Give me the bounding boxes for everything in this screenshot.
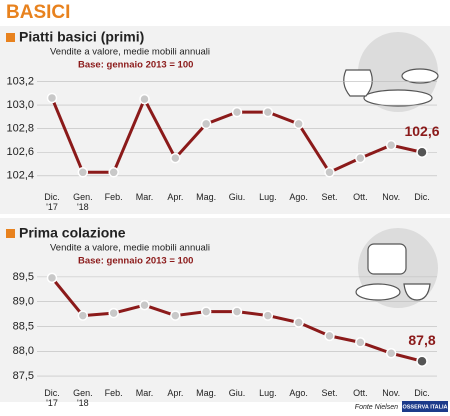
x-tick-label: Lug. <box>259 388 277 398</box>
marker <box>385 348 397 359</box>
logo-box <box>402 401 448 412</box>
x-tick-label: Nov. <box>382 388 401 398</box>
x-tick-label: Ago. <box>289 388 308 398</box>
marker <box>231 106 243 118</box>
marker <box>200 118 212 130</box>
marker <box>170 152 181 164</box>
y-tick-label: 103,0 <box>6 99 34 111</box>
y-tick-label: 87,5 <box>13 370 34 382</box>
chart-subtitle: Vendite a valore, medie mobili annuali <box>50 243 210 254</box>
x-tick-label: Gen. '18 <box>73 388 93 408</box>
y-tick-label: 102,6 <box>6 146 34 158</box>
marker <box>293 118 304 130</box>
marker <box>355 337 366 348</box>
marker <box>293 317 304 328</box>
x-tick-label: Ott. <box>353 192 368 202</box>
y-tick-label: 89,5 <box>13 271 34 283</box>
marker <box>231 306 243 317</box>
y-tick-label: 88,0 <box>13 345 34 357</box>
x-tick-label: Mar. <box>135 388 154 398</box>
marker <box>385 139 397 151</box>
marker <box>262 106 274 118</box>
logo: OSSERVA ITALIA <box>402 404 447 410</box>
x-tick-label: Nov. <box>382 192 401 202</box>
x-tick-label: Gen. '18 <box>73 192 93 212</box>
marker <box>200 306 212 317</box>
marker <box>355 152 366 164</box>
x-tick-label: Feb. <box>104 388 123 398</box>
x-tick-label: Ago. <box>289 192 308 202</box>
y-tick-label: 103,2 <box>6 75 34 87</box>
chart-title: Piatti basici (primi) <box>19 29 144 45</box>
x-tick-label: Dic. '17 <box>44 192 60 212</box>
marker <box>324 330 335 342</box>
marker <box>324 167 335 178</box>
page-title: BASICI <box>6 2 70 23</box>
x-tick-label: Giu. <box>228 388 246 398</box>
y-tick-label: 88,5 <box>13 320 34 332</box>
x-tick-label: Giu. <box>228 192 246 202</box>
marker <box>46 272 58 284</box>
y-tick-label: 89,0 <box>13 296 34 308</box>
marker <box>139 299 150 311</box>
x-tick-label: Set. <box>321 192 338 202</box>
title-bullet <box>6 33 15 42</box>
title-bullet <box>6 229 15 238</box>
marker <box>77 310 89 321</box>
x-tick-label: Ott. <box>353 388 368 398</box>
x-tick-label: Dic. <box>414 192 430 202</box>
value-label: 102,6 <box>404 123 439 139</box>
x-tick-label: Dic. '17 <box>44 388 60 408</box>
x-tick-label: Set. <box>321 388 338 398</box>
chart-note: Base: gennaio 2013 = 100 <box>78 60 193 71</box>
x-tick-label: Mag. <box>196 388 217 398</box>
marker <box>108 167 119 178</box>
food-icon <box>343 32 439 112</box>
x-tick-label: Mar. <box>135 192 154 202</box>
marker <box>170 310 181 321</box>
x-tick-label: Lug. <box>259 192 277 202</box>
y-tick-label: 102,8 <box>6 123 34 135</box>
marker <box>77 167 89 178</box>
marker <box>139 93 150 105</box>
marker <box>416 146 428 158</box>
value-label: 87,8 <box>408 332 435 348</box>
chart-title: Prima colazione <box>19 225 126 241</box>
source: Fonte Nielsen <box>355 404 398 411</box>
chart-note: Base: gennaio 2013 = 100 <box>78 256 193 267</box>
breakfast-icon <box>355 228 438 308</box>
marker <box>108 307 119 319</box>
marker <box>262 310 274 321</box>
x-tick-label: Apr. <box>167 192 184 202</box>
x-tick-label: Apr. <box>167 388 184 398</box>
marker <box>416 355 428 367</box>
y-tick-label: 102,4 <box>6 170 34 182</box>
marker <box>46 92 58 104</box>
x-tick-label: Dic. <box>414 388 430 398</box>
x-tick-label: Mag. <box>196 192 217 202</box>
chart-subtitle: Vendite a valore, medie mobili annuali <box>50 47 210 58</box>
x-tick-label: Feb. <box>104 192 123 202</box>
